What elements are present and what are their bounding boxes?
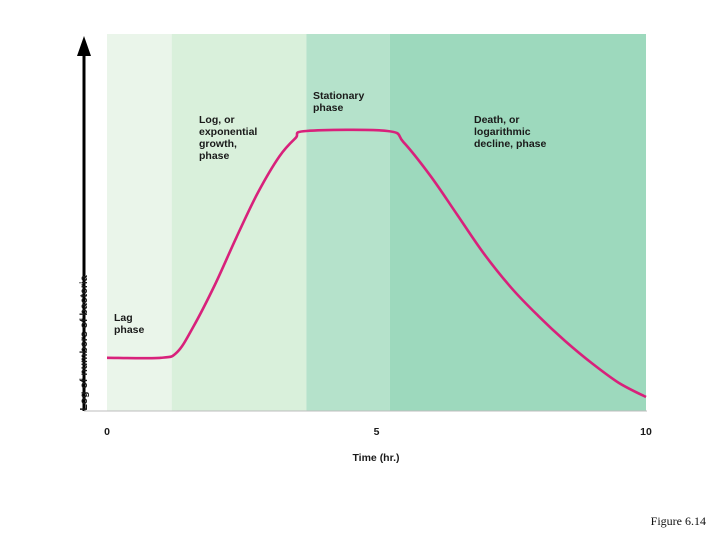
phase-band-death	[389, 34, 646, 411]
y-axis-arrow-icon	[77, 36, 91, 56]
x-tick-label: 5	[374, 426, 380, 438]
phase-band-stationary	[306, 34, 390, 411]
x-tick-label: 0	[104, 426, 110, 438]
figure-caption: Figure 6.14	[650, 514, 706, 528]
phase-bands	[107, 34, 646, 411]
phase-label-line: Log, or	[199, 114, 235, 126]
y-axis-title: Log of numbers of bacteria	[78, 275, 90, 411]
phase-label-log: Log, or exponential growth, phase	[199, 114, 257, 162]
phase-label-line: Stationary	[313, 90, 365, 102]
series-layer	[106, 128, 647, 399]
phase-label-line: exponential	[199, 126, 257, 138]
growth-curve-line	[106, 128, 647, 399]
phase-band-lag	[107, 34, 172, 411]
phase-band-log	[171, 34, 307, 411]
phase-label-line: phase	[114, 324, 145, 336]
phase-label-death: Death, or logarithmic decline, phase	[474, 114, 547, 150]
phase-label-line: phase	[313, 102, 344, 114]
x-tick-labels: 0 5 10	[104, 426, 652, 438]
phase-label-line: Lag	[114, 312, 133, 324]
phase-label-line: decline, phase	[474, 138, 547, 150]
phase-label-lag: Lag phase	[114, 312, 145, 336]
phase-label-stationary: Stationary phase	[313, 90, 365, 114]
phase-label-line: Death, or	[474, 114, 520, 126]
x-axis-title: Time (hr.)	[352, 452, 399, 464]
phase-label-line: growth,	[199, 138, 237, 150]
phase-label-line: logarithmic	[474, 126, 531, 138]
axes	[77, 36, 647, 412]
x-tick-label: 10	[640, 426, 652, 438]
phase-label-line: phase	[199, 150, 230, 162]
